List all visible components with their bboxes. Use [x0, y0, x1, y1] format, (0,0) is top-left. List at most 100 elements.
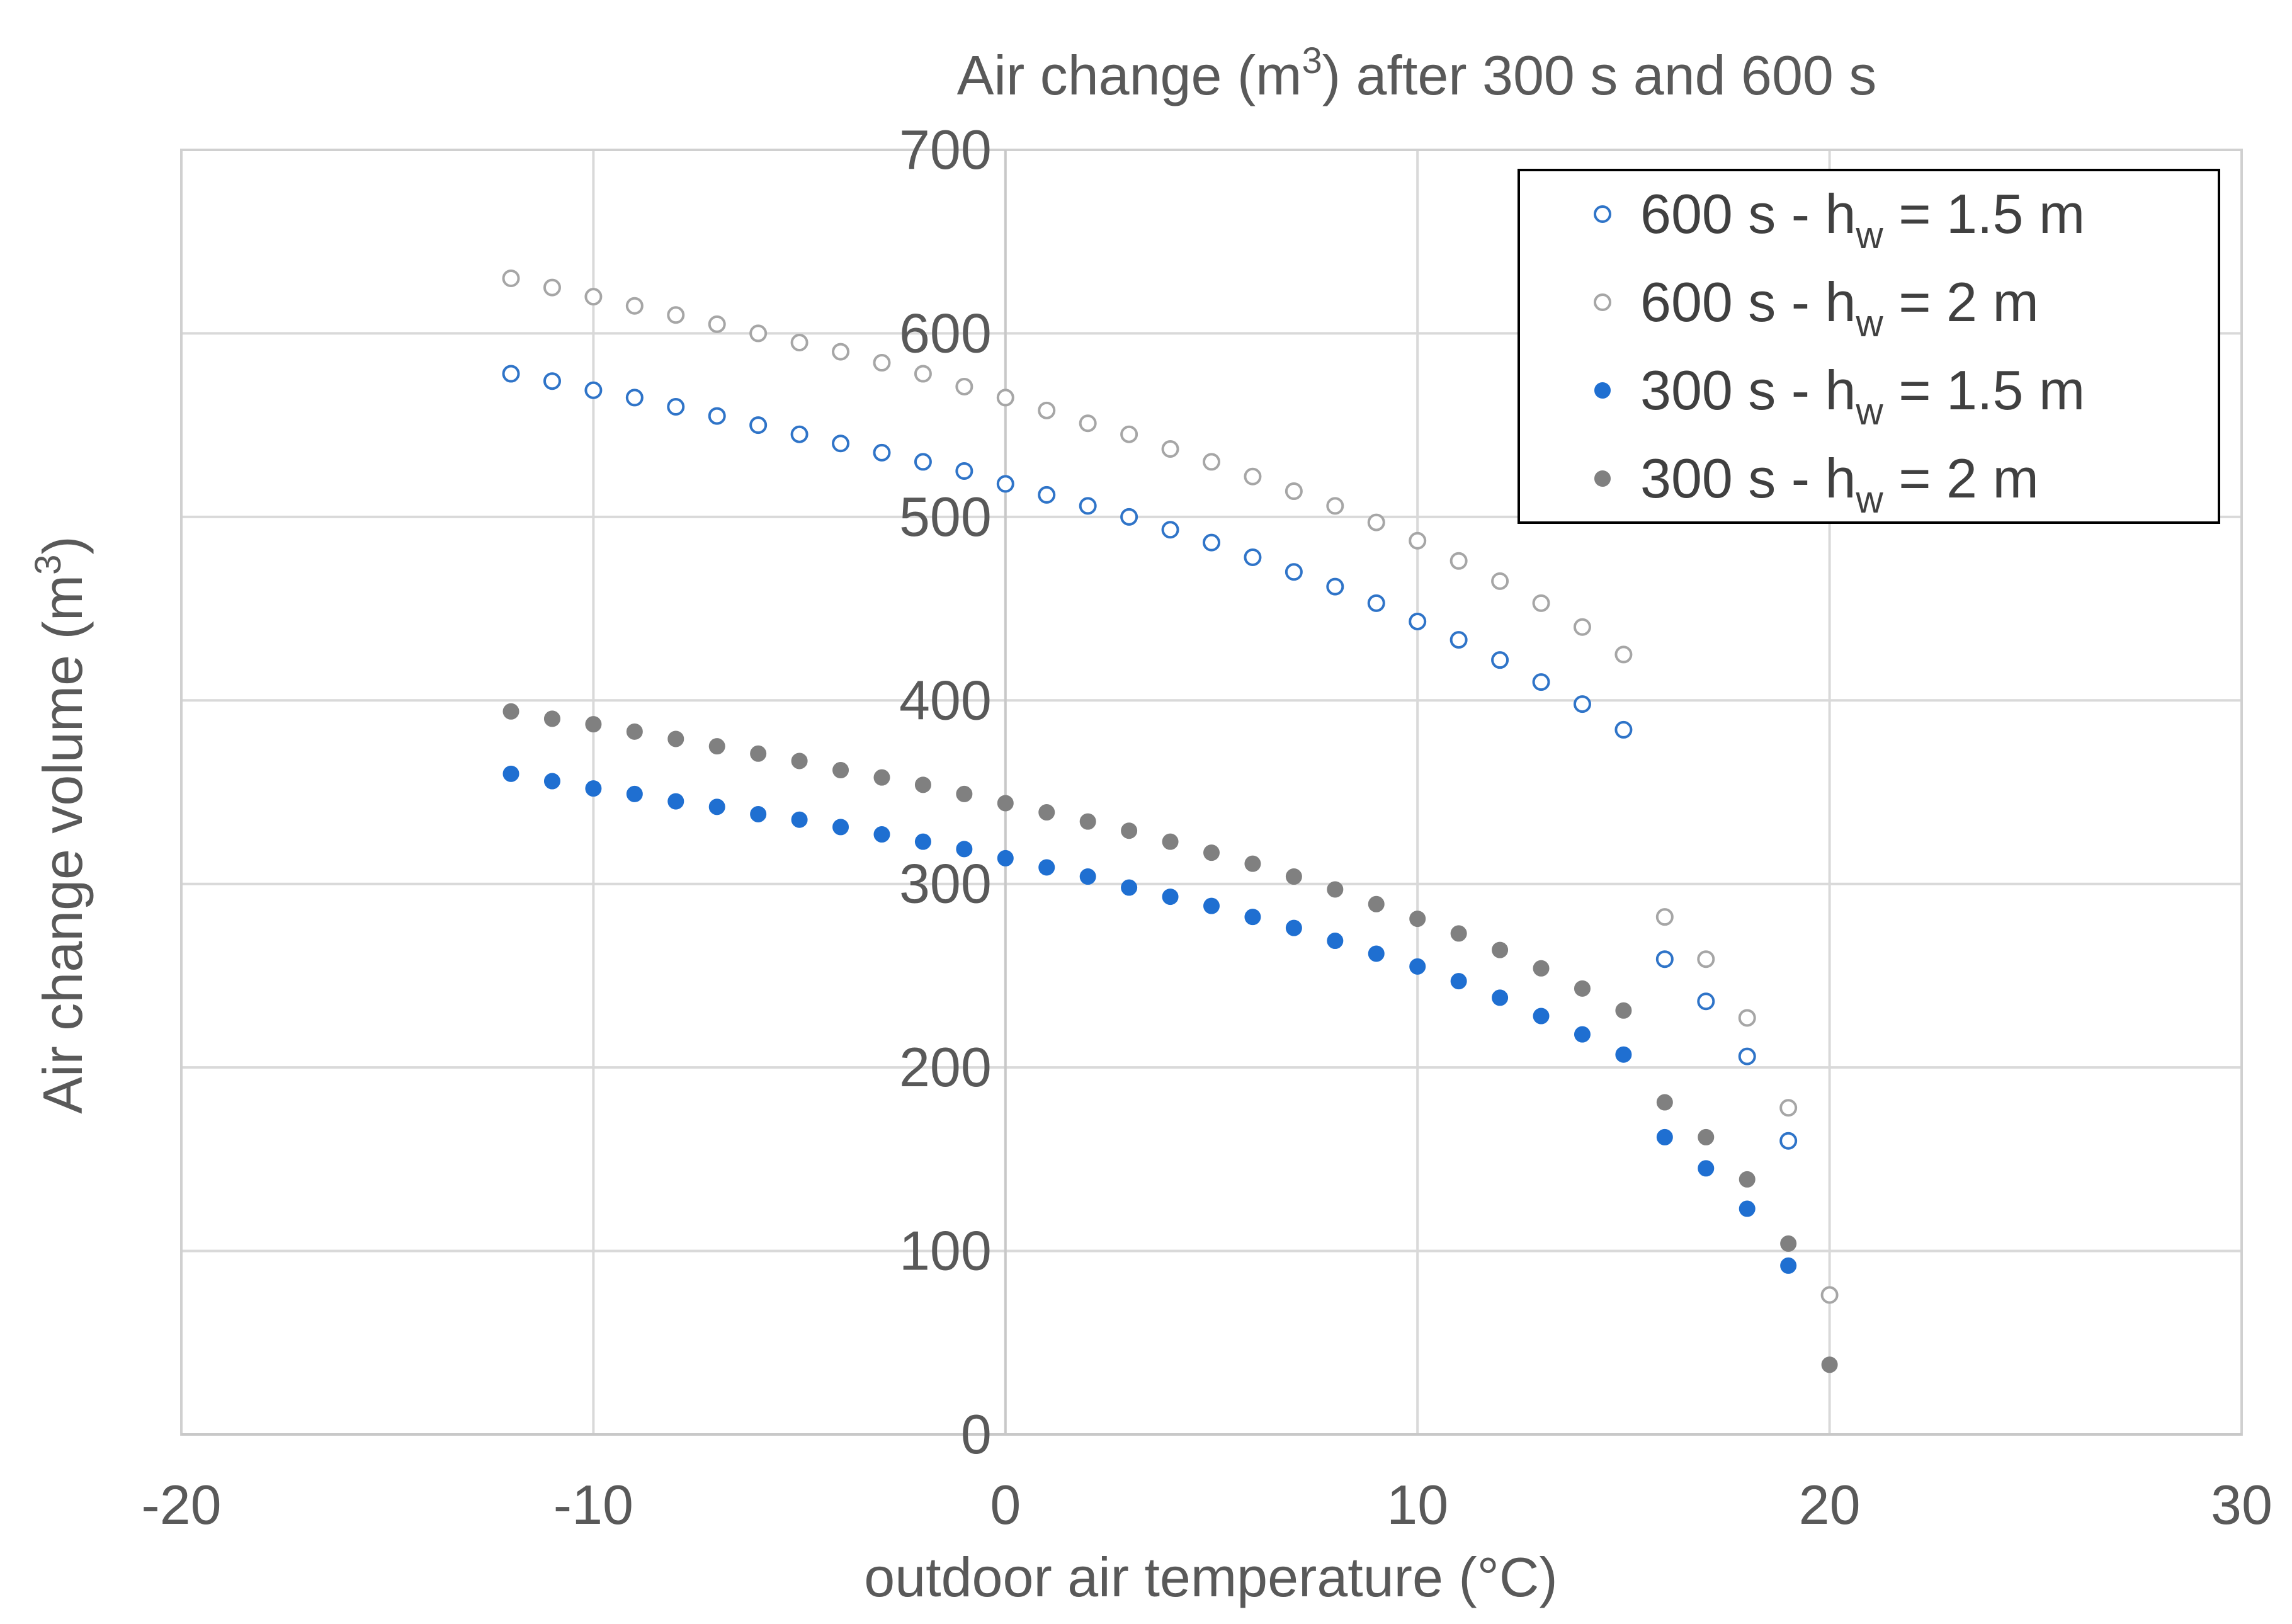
- data-point: [997, 849, 1014, 866]
- data-point: [667, 306, 685, 324]
- legend-label-prefix: 600 s - h: [1640, 271, 1856, 333]
- data-point: [791, 752, 808, 769]
- y-tick-label: 500: [899, 485, 992, 548]
- series-4-points: [502, 703, 1838, 1373]
- data-point: [708, 407, 726, 425]
- legend-label-suffix: = 2 m: [1883, 271, 2039, 333]
- y-tick-label: 600: [899, 302, 992, 364]
- legend-label-subscript: w: [1855, 390, 1883, 433]
- data-point: [1079, 414, 1097, 433]
- data-point: [502, 703, 519, 720]
- data-point: [1492, 989, 1509, 1006]
- data-point: [1244, 909, 1261, 926]
- x-axis-ticks: -20 -10 0 10 20 30: [141, 1474, 2272, 1536]
- x-tick-label: 10: [1387, 1474, 1448, 1536]
- legend-label: 600 s - hw = 2 m: [1640, 271, 2039, 344]
- data-point: [708, 798, 725, 815]
- y-tick-label: 400: [899, 669, 992, 731]
- data-point: [708, 738, 725, 755]
- data-point: [625, 389, 644, 407]
- data-point: [1162, 889, 1179, 906]
- x-tick-label: -20: [141, 1474, 221, 1536]
- data-point: [1738, 1047, 1756, 1065]
- data-point: [1038, 401, 1056, 419]
- data-point: [1739, 1200, 1756, 1217]
- data-point: [543, 372, 561, 390]
- data-point: [1367, 594, 1385, 612]
- x-tick-label: 30: [2211, 1474, 2272, 1536]
- data-point: [1079, 497, 1097, 515]
- data-point: [1327, 933, 1344, 950]
- data-point: [1038, 485, 1056, 504]
- axis-lines: [181, 150, 2242, 1436]
- data-point: [997, 795, 1014, 812]
- data-point: [1244, 548, 1262, 566]
- data-point: [1079, 868, 1096, 885]
- data-point: [1532, 673, 1550, 691]
- data-point: [1779, 1099, 1798, 1117]
- data-point: [543, 710, 560, 727]
- data-point: [1532, 594, 1550, 612]
- legend-label-prefix: 600 s - h: [1640, 183, 1856, 245]
- data-point: [1161, 521, 1179, 539]
- data-point: [585, 716, 602, 733]
- data-point: [1326, 497, 1344, 515]
- legend-label-suffix: = 2 m: [1883, 447, 2039, 509]
- legend-label-subscript: w: [1855, 214, 1883, 256]
- data-point: [1615, 1046, 1632, 1063]
- data-point: [543, 773, 560, 790]
- data-point: [1203, 844, 1220, 861]
- data-point: [1574, 980, 1591, 997]
- chart-title-prefix: Air change (m: [957, 44, 1302, 106]
- data-point: [750, 745, 767, 762]
- data-point: [1285, 868, 1302, 885]
- data-point: [1739, 1171, 1756, 1188]
- data-point: [873, 769, 890, 786]
- data-point: [1697, 992, 1715, 1011]
- data-point: [626, 723, 643, 740]
- data-point: [791, 811, 808, 828]
- data-point: [873, 443, 891, 462]
- data-point: [1656, 1094, 1673, 1111]
- data-point: [790, 334, 808, 351]
- data-point: [585, 780, 602, 797]
- y-tick-label: 700: [899, 118, 992, 181]
- data-point: [1409, 531, 1427, 550]
- data-point: [832, 343, 850, 361]
- x-axis-title: outdoor air temperature (°C): [864, 1546, 1557, 1608]
- data-point: [502, 765, 519, 782]
- data-point: [1655, 950, 1674, 968]
- data-point: [1615, 1002, 1632, 1019]
- data-point: [1780, 1235, 1797, 1252]
- data-point: [708, 315, 726, 333]
- data-point: [914, 453, 932, 471]
- data-point: [1779, 1132, 1798, 1150]
- legend-label-subscript: w: [1855, 479, 1883, 521]
- data-point: [543, 278, 561, 297]
- data-point: [1491, 572, 1509, 590]
- data-point: [584, 288, 603, 306]
- data-point: [1573, 618, 1591, 636]
- data-point: [955, 377, 973, 395]
- data-point: [996, 475, 1014, 493]
- data-point: [832, 819, 849, 836]
- data-point: [1698, 1128, 1715, 1145]
- chart-title: Air change (m3) after 300 s and 600 s: [957, 40, 1877, 106]
- data-point: [1368, 895, 1385, 912]
- legend-marker: [1594, 293, 1611, 311]
- legend-marker: [1594, 205, 1611, 223]
- data-point: [1738, 1009, 1756, 1027]
- data-point: [1655, 908, 1674, 926]
- data-point: [749, 416, 768, 434]
- data-point: [1285, 482, 1303, 501]
- data-point: [1079, 813, 1096, 830]
- data-point: [790, 425, 808, 443]
- y-axis-title: Air change volume (m3): [28, 536, 94, 1113]
- legend-label: 300 s - hw = 2 m: [1640, 447, 2039, 521]
- data-point: [956, 841, 973, 858]
- data-point: [1203, 897, 1220, 914]
- data-point: [1162, 833, 1179, 850]
- data-point: [584, 381, 603, 399]
- x-tick-label: -10: [553, 1474, 633, 1536]
